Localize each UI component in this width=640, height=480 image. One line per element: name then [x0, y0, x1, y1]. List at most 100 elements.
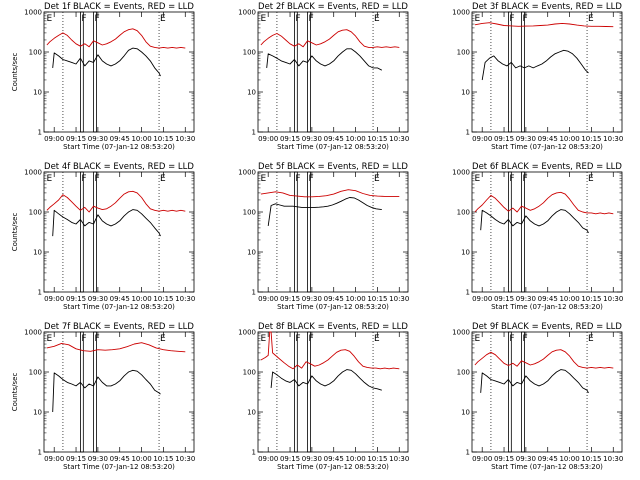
flag-letter: E — [474, 334, 480, 344]
x-tick-label: 09:00 — [44, 135, 64, 143]
flag-box — [80, 331, 84, 453]
chart-title: Det 3f BLACK = Events, RED = LLD — [472, 2, 622, 12]
y-axis-label: Counts/sec — [11, 53, 19, 92]
x-axis-label: Start Time (07-Jan-12 08:53:20) — [491, 143, 603, 151]
x-tick-label: 09:45 — [324, 455, 344, 463]
x-tick-label: 10:15 — [581, 295, 601, 303]
flag-letter: E — [160, 334, 166, 344]
y-tick-label: 1000 — [238, 169, 256, 177]
x-tick-label: 09:45 — [324, 135, 344, 143]
x-tick-label: 10:00 — [131, 295, 151, 303]
x-axis-label: Start Time (07-Jan-12 08:53:20) — [491, 303, 603, 311]
flag-letter: F — [81, 14, 86, 24]
plot-frame — [257, 171, 409, 293]
x-tick-label: 10:00 — [559, 295, 579, 303]
x-tick-label: 09:30 — [88, 135, 108, 143]
x-tick-label: 10:30 — [603, 455, 623, 463]
x-tick-label: 09:00 — [44, 455, 64, 463]
y-tick-label: 1 — [252, 449, 256, 457]
flag-box — [521, 11, 525, 133]
x-tick-label: 09:30 — [302, 455, 322, 463]
events-series-line — [52, 47, 161, 77]
flag-box — [93, 331, 97, 453]
flag-letter: F — [295, 174, 300, 184]
lld-series-line — [46, 190, 186, 213]
y-tick-label: 100 — [29, 369, 42, 377]
flag-box — [307, 171, 311, 293]
x-tick-label: 09:45 — [110, 295, 130, 303]
x-tick-label: 10:15 — [367, 295, 387, 303]
y-tick-label: 1 — [38, 289, 42, 297]
x-axis-label: Start Time (07-Jan-12 08:53:20) — [277, 463, 389, 471]
y-axis-label: Counts/sec — [11, 213, 19, 252]
y-tick-label: 1000 — [452, 329, 470, 337]
y-tick-label: 100 — [243, 369, 256, 377]
x-tick-label: 10:30 — [175, 135, 195, 143]
y-tick-label: 10 — [461, 89, 470, 97]
plot-frame — [471, 171, 623, 293]
x-tick-label: 10:30 — [389, 295, 409, 303]
chart-panel-7: Det 7f BLACK = Events, RED = LLD 1 10 100 10… — [11, 322, 195, 471]
events-series-line — [267, 197, 382, 226]
flag-box — [294, 11, 298, 133]
x-tick-label: 10:00 — [345, 135, 365, 143]
lld-series-line — [474, 349, 614, 369]
y-tick-label: 1000 — [452, 9, 470, 17]
plot-frame — [257, 11, 409, 133]
y-tick-label: 10 — [247, 409, 256, 417]
flag-letter: F — [295, 334, 300, 344]
events-series-line — [270, 369, 382, 391]
lld-series-line — [474, 191, 614, 215]
x-tick-label: 09:45 — [538, 455, 558, 463]
flag-box — [80, 11, 84, 133]
chart-panel-5: Det 5f BLACK = Events, RED = LLD 1 10 100 10… — [238, 162, 409, 311]
events-series-line — [266, 48, 383, 71]
y-axis-label: Counts/sec — [11, 373, 19, 412]
plot-frame — [43, 11, 195, 133]
chart-title: Det 9f BLACK = Events, RED = LLD — [472, 322, 622, 332]
y-tick-label: 100 — [29, 209, 42, 217]
y-tick-label: 1000 — [238, 9, 256, 17]
flag-letter: E — [260, 14, 266, 24]
y-tick-label: 1 — [466, 129, 470, 137]
y-tick-label: 1000 — [24, 9, 42, 17]
x-axis-label: Start Time (07-Jan-12 08:53:20) — [277, 143, 389, 151]
flag-letter: E — [46, 14, 52, 24]
x-tick-label: 09:15 — [66, 455, 86, 463]
flag-letter: F — [309, 14, 314, 24]
y-tick-label: 100 — [457, 369, 470, 377]
chart-panel-2: Det 2f BLACK = Events, RED = LLD 1 10 100 10… — [238, 2, 409, 151]
flag-letter: F — [95, 174, 100, 184]
events-series-line — [52, 369, 161, 413]
chart-panel-1: Det 1f BLACK = Events, RED = LLD 1 10 100 10… — [11, 2, 195, 151]
flag-letter: E — [46, 334, 52, 344]
flag-letter: F — [509, 334, 514, 344]
flag-letter: F — [523, 14, 528, 24]
events-series-line — [480, 209, 589, 234]
flag-letter: E — [160, 174, 166, 184]
flag-letter: F — [309, 174, 314, 184]
x-axis-label: Start Time (07-Jan-12 08:53:20) — [63, 303, 175, 311]
flag-letter: E — [374, 14, 380, 24]
flag-letter: E — [588, 174, 594, 184]
flag-letter: F — [509, 174, 514, 184]
x-tick-label: 09:15 — [494, 295, 514, 303]
x-tick-label: 10:00 — [131, 135, 151, 143]
plot-frame — [43, 331, 195, 453]
x-tick-label: 09:45 — [538, 295, 558, 303]
x-tick-label: 10:15 — [367, 135, 387, 143]
x-tick-label: 09:30 — [88, 295, 108, 303]
x-tick-label: 09:15 — [494, 455, 514, 463]
flag-box — [508, 171, 512, 293]
flag-letter: E — [374, 334, 380, 344]
flag-letter: E — [260, 174, 266, 184]
y-tick-label: 1000 — [238, 329, 256, 337]
y-tick-label: 100 — [457, 209, 470, 217]
x-tick-label: 10:00 — [345, 295, 365, 303]
flag-letter: E — [474, 14, 480, 24]
chart-panel-4: Det 4f BLACK = Events, RED = LLD 1 10 100 10… — [11, 162, 195, 311]
flag-letter: F — [523, 334, 528, 344]
x-tick-label: 09:15 — [280, 135, 300, 143]
flag-letter: F — [95, 334, 100, 344]
